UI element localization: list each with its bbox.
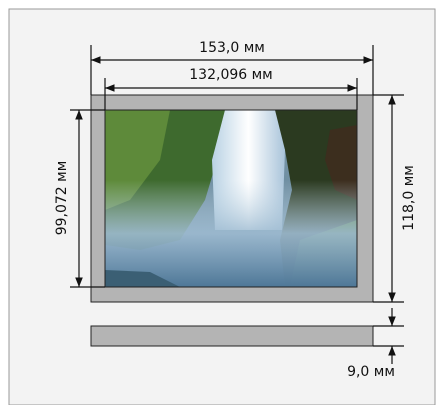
- depth-label: 9,0 мм: [347, 364, 395, 380]
- screen-image: [105, 110, 357, 287]
- outer-height-label: 118,0 мм: [401, 165, 417, 231]
- inner-width-label: 132,096 мм: [189, 67, 272, 83]
- display-side: [91, 326, 373, 346]
- outer-width-label: 153,0 мм: [199, 40, 265, 56]
- dimension-diagram: 153,0 мм 132,096 мм 99,072 мм 118,0 мм 9…: [0, 0, 444, 405]
- inner-height-label: 99,072 мм: [54, 161, 70, 236]
